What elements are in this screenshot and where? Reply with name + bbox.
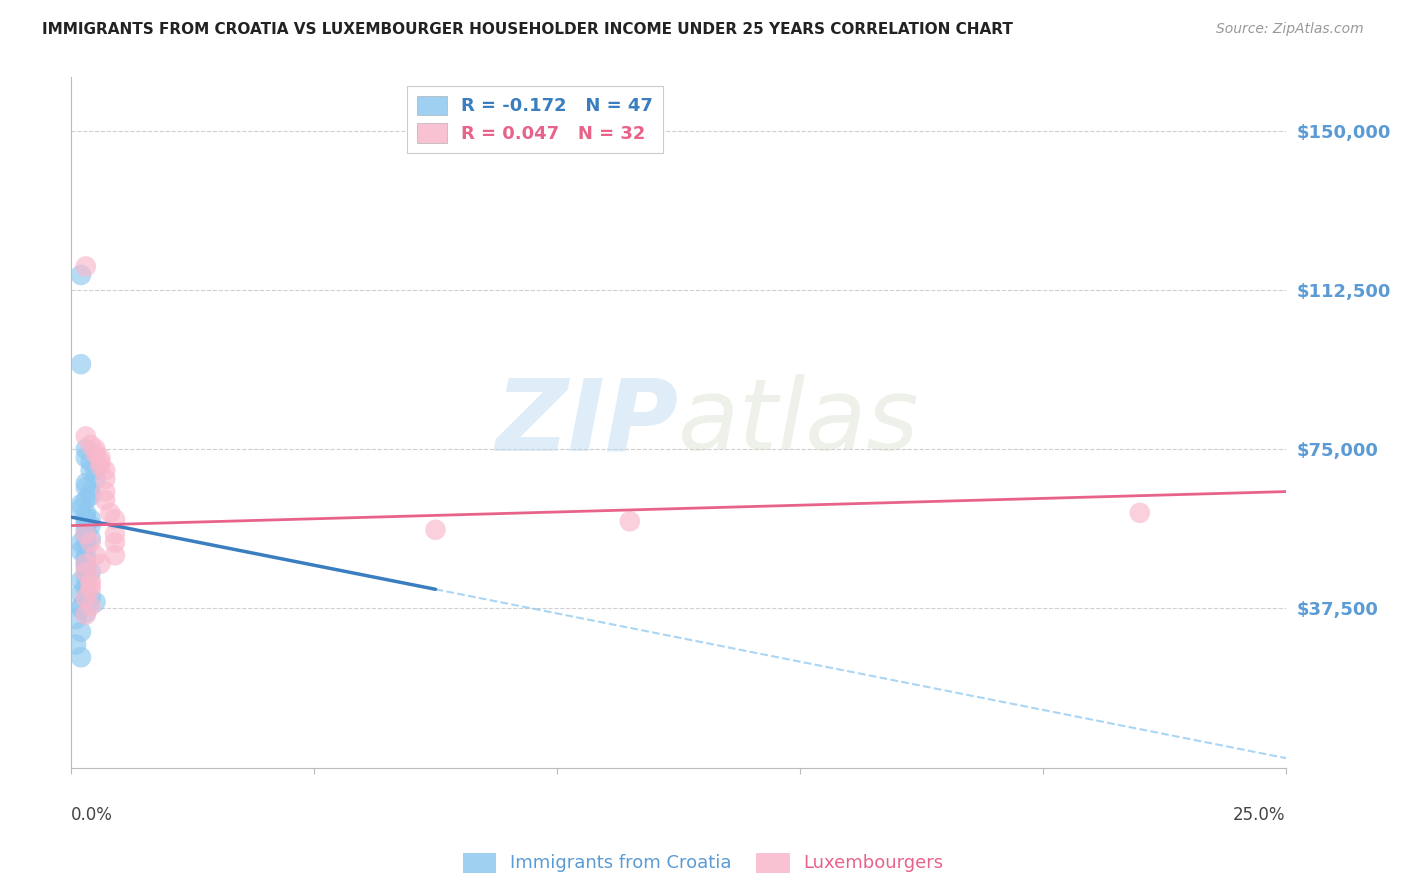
Point bbox=[84, 446, 107, 460]
Point bbox=[75, 429, 97, 443]
Text: atlas: atlas bbox=[678, 374, 920, 471]
Point bbox=[75, 566, 97, 580]
Point bbox=[75, 514, 97, 528]
Point bbox=[75, 561, 97, 575]
Point bbox=[94, 484, 117, 499]
Point bbox=[104, 535, 127, 549]
Point bbox=[75, 552, 97, 566]
Point bbox=[98, 506, 121, 520]
Point bbox=[79, 489, 101, 503]
Point bbox=[75, 582, 97, 597]
Point bbox=[79, 463, 101, 477]
Point bbox=[1129, 506, 1152, 520]
Point bbox=[94, 463, 117, 477]
Point bbox=[84, 549, 107, 563]
Point bbox=[70, 624, 93, 639]
Point bbox=[75, 557, 97, 571]
Point bbox=[75, 533, 97, 548]
Point bbox=[79, 574, 101, 588]
Point bbox=[89, 557, 111, 571]
Point bbox=[75, 260, 97, 274]
Point bbox=[75, 557, 97, 571]
Point bbox=[70, 535, 93, 549]
Point bbox=[79, 582, 101, 597]
Point bbox=[89, 459, 111, 474]
Point bbox=[75, 516, 97, 531]
Point bbox=[70, 599, 93, 614]
Point bbox=[84, 463, 107, 477]
Point bbox=[104, 549, 127, 563]
Point bbox=[70, 544, 93, 558]
Point bbox=[70, 357, 93, 371]
Point bbox=[79, 591, 101, 605]
Point bbox=[104, 527, 127, 541]
Point bbox=[79, 578, 101, 592]
Point bbox=[84, 442, 107, 456]
Legend: R = -0.172   N = 47, R = 0.047   N = 32: R = -0.172 N = 47, R = 0.047 N = 32 bbox=[408, 86, 662, 153]
Point bbox=[70, 574, 93, 588]
Text: 0.0%: 0.0% bbox=[72, 805, 112, 823]
Text: Source: ZipAtlas.com: Source: ZipAtlas.com bbox=[1216, 22, 1364, 37]
Point bbox=[79, 599, 101, 614]
Point bbox=[65, 612, 87, 626]
Point bbox=[70, 501, 93, 516]
Point bbox=[89, 455, 111, 469]
Point bbox=[65, 638, 87, 652]
Point bbox=[84, 472, 107, 486]
Point bbox=[79, 438, 101, 452]
Point bbox=[94, 472, 117, 486]
Text: 25.0%: 25.0% bbox=[1233, 805, 1285, 823]
Point bbox=[70, 586, 93, 600]
Point bbox=[75, 476, 97, 491]
Point bbox=[425, 523, 447, 537]
Point bbox=[75, 442, 97, 456]
Point bbox=[79, 535, 101, 549]
Point bbox=[79, 532, 101, 546]
Point bbox=[75, 493, 97, 508]
Point bbox=[619, 514, 641, 528]
Point bbox=[75, 527, 97, 541]
Text: IMMIGRANTS FROM CROATIA VS LUXEMBOURGER HOUSEHOLDER INCOME UNDER 25 YEARS CORREL: IMMIGRANTS FROM CROATIA VS LUXEMBOURGER … bbox=[42, 22, 1014, 37]
Point bbox=[75, 510, 97, 524]
Point bbox=[75, 591, 97, 605]
Point bbox=[75, 527, 97, 541]
Point bbox=[75, 523, 97, 537]
Point bbox=[75, 578, 97, 592]
Point bbox=[79, 518, 101, 533]
Point bbox=[79, 455, 101, 469]
Point bbox=[70, 650, 93, 665]
Point bbox=[70, 497, 93, 511]
Point bbox=[104, 512, 127, 526]
Point bbox=[75, 549, 97, 563]
Point bbox=[84, 595, 107, 609]
Point bbox=[70, 268, 93, 282]
Point bbox=[94, 493, 117, 508]
Point bbox=[75, 540, 97, 554]
Point bbox=[79, 484, 101, 499]
Point bbox=[70, 601, 93, 615]
Point bbox=[75, 450, 97, 465]
Point bbox=[75, 480, 97, 494]
Point bbox=[75, 607, 97, 622]
Point bbox=[75, 569, 97, 583]
Legend: Immigrants from Croatia, Luxembourgers: Immigrants from Croatia, Luxembourgers bbox=[457, 847, 949, 880]
Point bbox=[89, 450, 111, 465]
Text: ZIP: ZIP bbox=[495, 374, 678, 471]
Point bbox=[75, 606, 97, 620]
Point bbox=[75, 506, 97, 520]
Point bbox=[79, 512, 101, 526]
Point bbox=[79, 566, 101, 580]
